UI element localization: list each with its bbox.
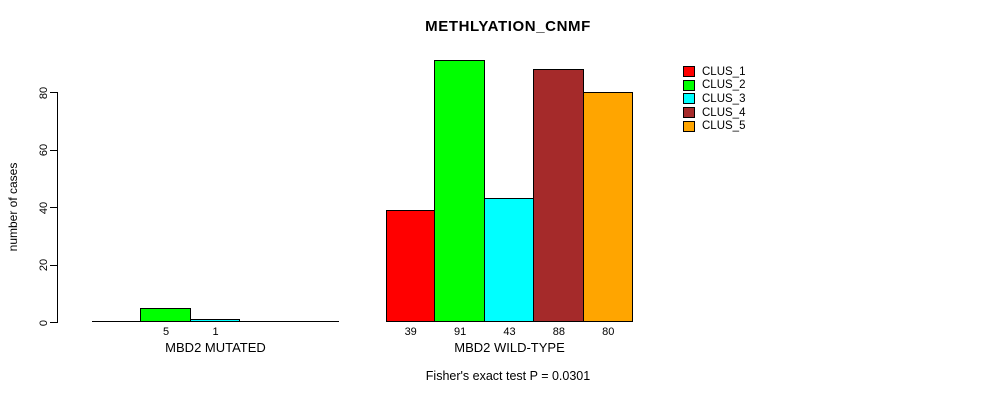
y-axis-tick [50, 92, 57, 93]
bar-value-label: 80 [602, 326, 615, 338]
legend-label: CLUS_4 [702, 106, 746, 119]
legend-label: CLUS_2 [702, 79, 746, 92]
legend-swatch-icon [683, 120, 695, 132]
bar-value-label: 1 [212, 326, 219, 338]
bar-clus_4 [533, 69, 584, 322]
legend-swatch-icon [683, 79, 695, 91]
chart-title: METHLYATION_CNMF [425, 18, 591, 35]
y-axis-tick [50, 264, 57, 266]
y-tick-label: 60 [38, 143, 50, 157]
legend-label: CLUS_1 [702, 65, 746, 78]
x-group-label: MBD2 MUTATED [165, 340, 266, 355]
bar-value-label: 88 [552, 326, 566, 338]
legend-label: CLUS_3 [702, 92, 746, 105]
bar-value-label: 43 [503, 326, 516, 338]
bar-clus_3 [483, 198, 535, 322]
bar-clus_3 [189, 319, 241, 322]
y-axis-tick [50, 149, 57, 151]
legend-swatch-icon [683, 66, 695, 78]
legend-item: CLUS_2 [683, 79, 745, 93]
bar-clus_2 [140, 308, 191, 322]
footer-note: Fisher's exact test P = 0.0301 [425, 369, 591, 383]
bar-value-label: 91 [453, 326, 467, 338]
legend-swatch-icon [683, 93, 695, 105]
legend: CLUS_1 CLUS_2 CLUS_3 CLUS_4 CLUS_5 [683, 65, 745, 133]
legend-item: CLUS_4 [683, 106, 745, 120]
bar-value-label: 39 [404, 326, 417, 338]
y-axis-tick [50, 322, 57, 323]
bar-clus_5 [582, 92, 633, 322]
legend-label: CLUS_5 [702, 120, 746, 133]
bar-value-label: 5 [163, 326, 170, 338]
legend-item: CLUS_1 [683, 65, 745, 79]
y-axis-line [57, 92, 58, 323]
legend-swatch-icon [683, 107, 695, 119]
y-tick-label: 40 [38, 201, 50, 214]
bar-clus_2 [434, 60, 485, 322]
y-tick-label: 20 [38, 258, 50, 272]
bar-clus_1 [386, 210, 436, 322]
x-group-label: MBD2 WILD-TYPE [454, 340, 565, 355]
y-axis-label: number of cases [6, 162, 20, 252]
y-tick-label: 80 [38, 86, 50, 99]
legend-item: CLUS_5 [683, 119, 745, 133]
legend-item: CLUS_3 [683, 92, 745, 106]
y-axis-tick [50, 207, 57, 208]
y-tick-label: 0 [38, 319, 50, 326]
